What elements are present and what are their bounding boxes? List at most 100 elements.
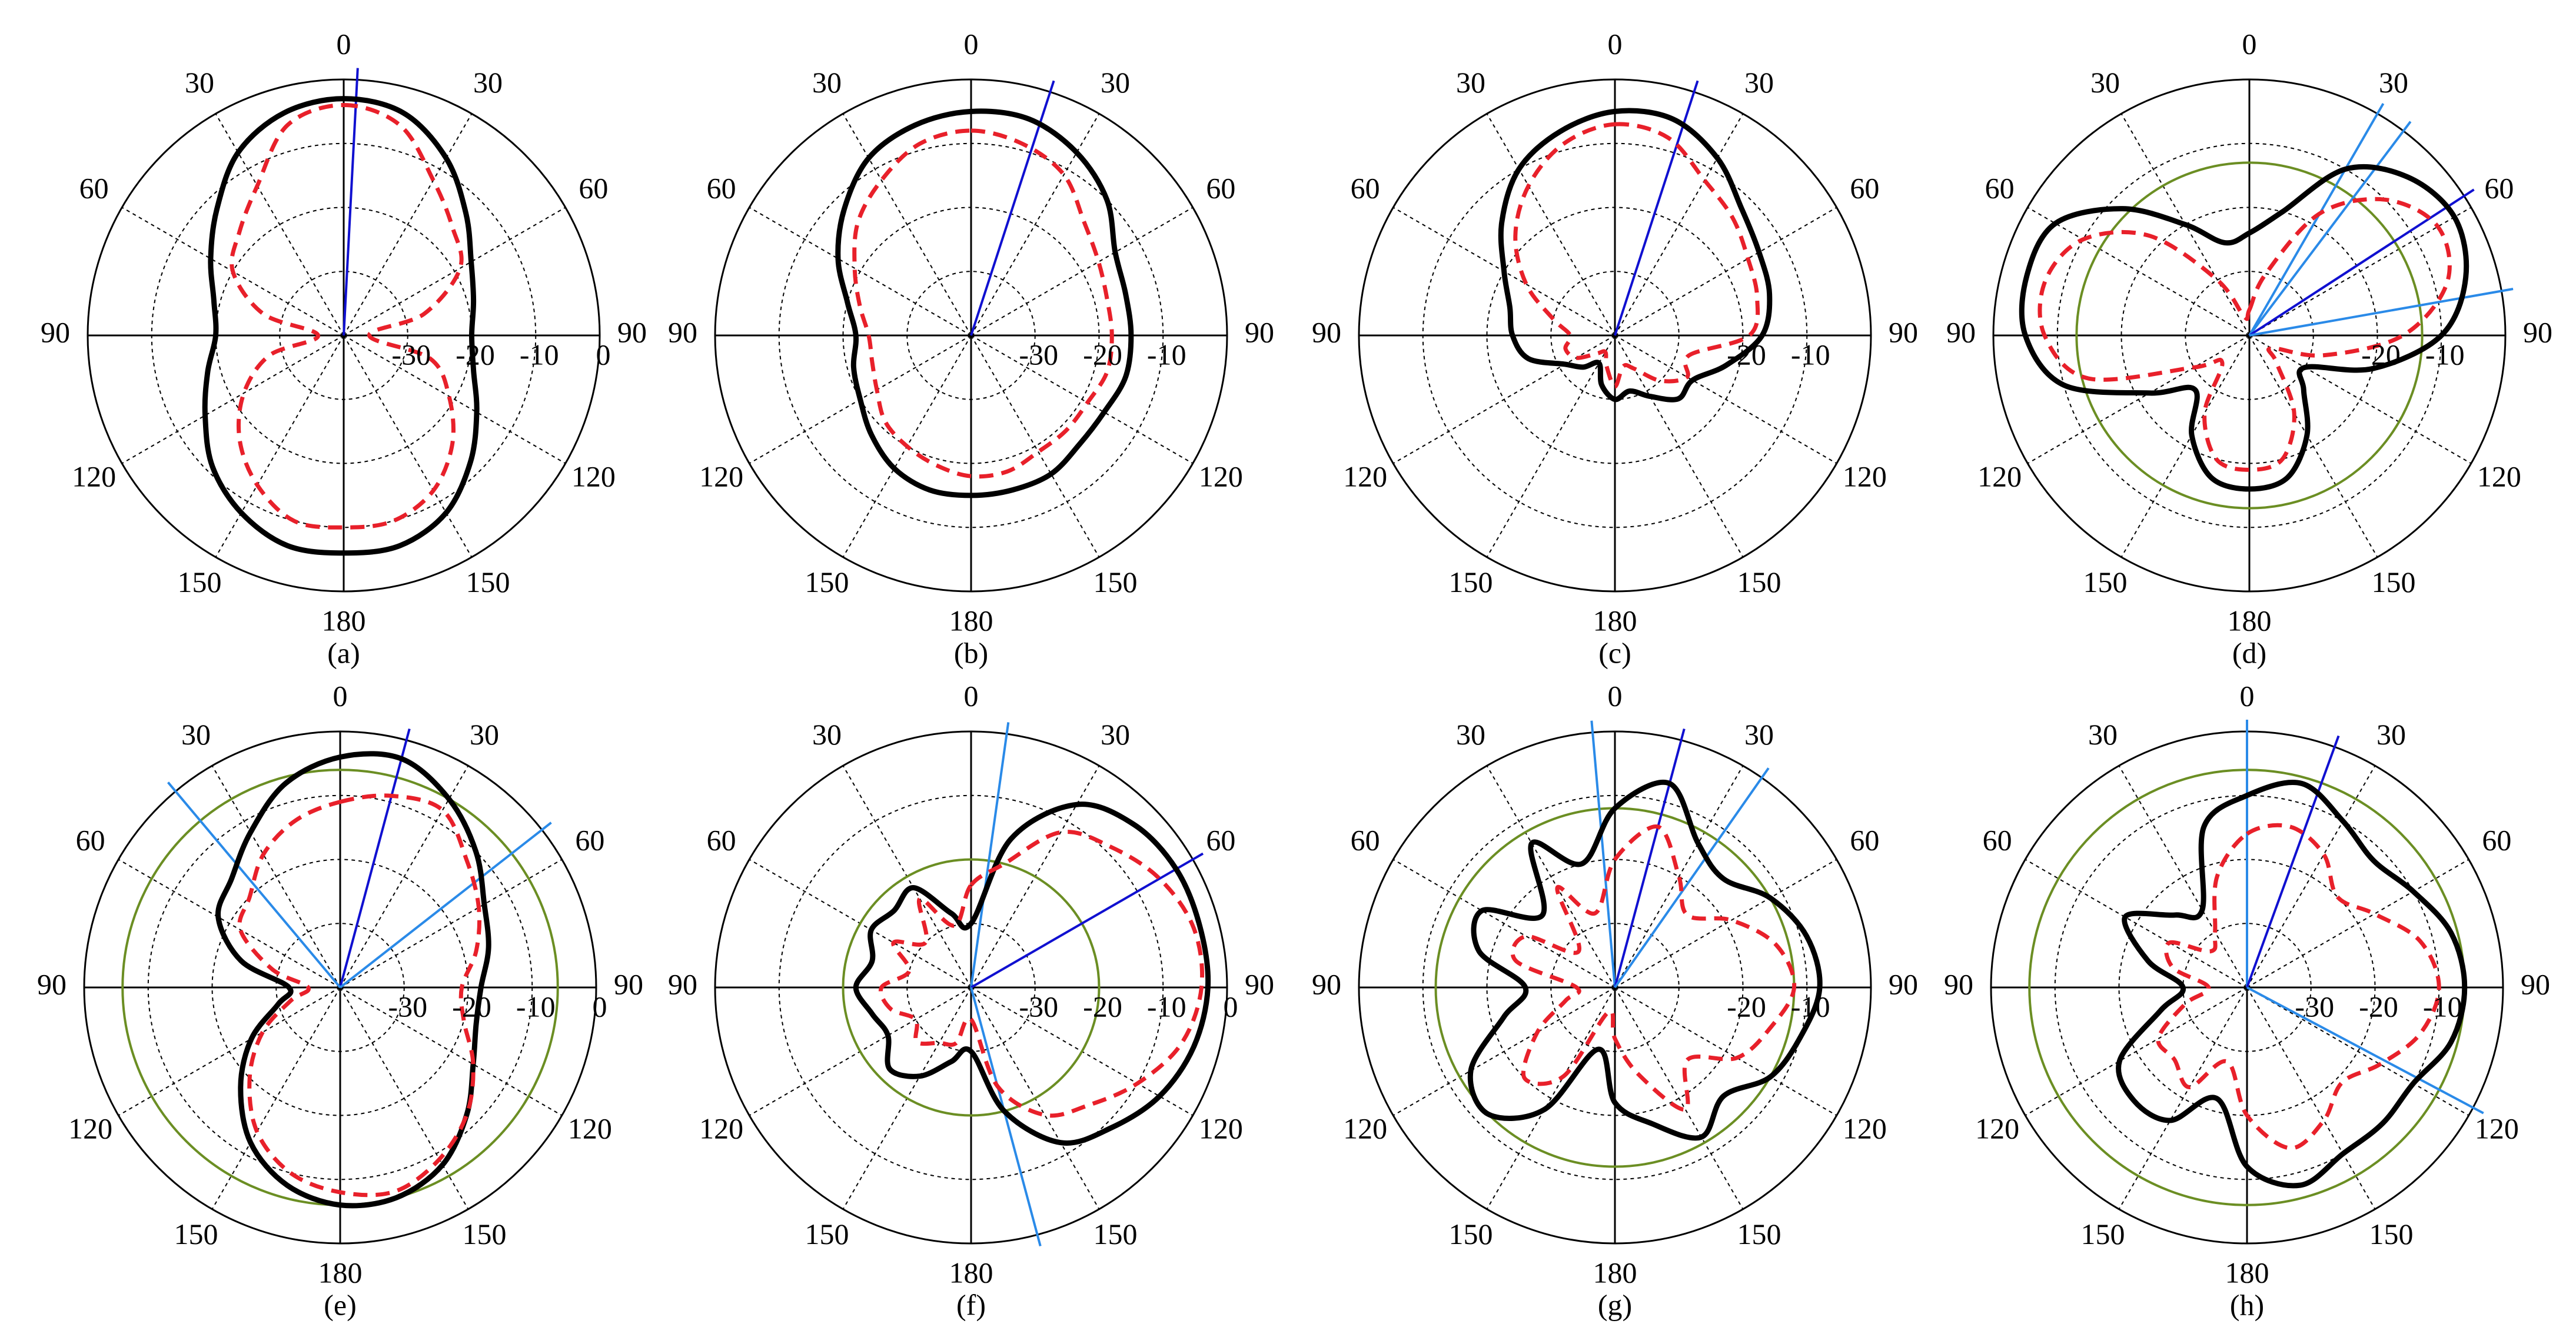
- beam-direction: [1614, 728, 1686, 988]
- caption: (f): [956, 1288, 986, 1321]
- theta-tick-label: 0: [1608, 27, 1623, 60]
- spoke: [970, 335, 1100, 558]
- beam-direction: [2249, 288, 2514, 337]
- theta-tick-label: 60: [2482, 823, 2511, 856]
- theta-tick-label: 30: [2379, 66, 2408, 99]
- spoke: [970, 335, 1194, 464]
- pattern-curve: [2019, 164, 2469, 492]
- pattern-curve: [2116, 780, 2468, 1189]
- theta-tick-label: 150: [463, 1218, 507, 1250]
- r-tick-label: -20: [1083, 338, 1122, 371]
- spoke: [1614, 765, 1744, 988]
- polar-plot: 0 30 60 90 120 150 180 150 120 90 60 30 -30 -20 -10 0 (a…: [41, 27, 647, 669]
- theta-tick-label: 30: [2090, 66, 2120, 99]
- threshold-circle: [842, 858, 1101, 1117]
- beam-direction: [2246, 986, 2484, 1115]
- theta-tick-label: 90: [1944, 967, 1973, 1000]
- theta-tick-label: 30: [1101, 66, 1130, 99]
- theta-tick-label: 120: [1199, 460, 1243, 493]
- pattern-curve: [1467, 780, 1823, 1141]
- r-tick-label: 0: [596, 338, 611, 371]
- caption: (c): [1598, 636, 1631, 669]
- r-tick-label: -30: [391, 338, 431, 371]
- theta-tick-label: 90: [1245, 967, 1274, 1000]
- r-tick-label: -10: [1791, 990, 1830, 1023]
- spoke: [340, 765, 469, 988]
- theta-tick-label: 30: [473, 66, 503, 99]
- theta-tick-label: 30: [1456, 66, 1485, 99]
- spoke: [1614, 207, 1837, 336]
- theta-tick-label: 60: [579, 171, 608, 204]
- spoke: [749, 207, 972, 336]
- theta-tick-label: 90: [617, 315, 647, 348]
- spoke: [1392, 987, 1616, 1116]
- pattern-curve: [215, 751, 491, 1209]
- spoke: [2025, 859, 2248, 988]
- caption: (a): [327, 636, 360, 669]
- theta-tick-label: 0: [2242, 27, 2257, 60]
- theta-tick-label: 120: [1343, 1112, 1387, 1145]
- theta-tick-label: 120: [699, 1112, 743, 1145]
- r-tick-label: -30: [2295, 990, 2334, 1023]
- spoke: [121, 335, 344, 464]
- threshold-circle: [2075, 161, 2424, 510]
- theta-tick-label: 0: [964, 27, 979, 60]
- theta-tick-label: 60: [2484, 171, 2514, 204]
- theta-tick-label: 90: [668, 967, 697, 1000]
- spoke: [1486, 113, 1616, 336]
- spoke: [215, 335, 344, 558]
- theta-tick-label: 0: [964, 679, 979, 712]
- r-tick-label: -20: [2359, 990, 2398, 1023]
- theta-tick-label: 60: [707, 823, 736, 856]
- theta-tick-label: 30: [2376, 718, 2406, 751]
- theta-tick-label: 120: [571, 460, 616, 493]
- beam-direction: [970, 722, 1010, 988]
- theta-tick-label: 30: [1744, 718, 1774, 751]
- r-tick-label: -10: [1147, 990, 1186, 1023]
- theta-tick-label: 60: [79, 171, 109, 204]
- theta-tick-label: 60: [1985, 171, 2015, 204]
- spoke: [1614, 987, 1744, 1210]
- spoke: [1614, 987, 1837, 1116]
- r-tick-label: -20: [1727, 990, 1766, 1023]
- caption: (g): [1598, 1288, 1632, 1321]
- theta-tick-label: 180: [2228, 604, 2272, 637]
- theta-tick-label: 60: [1850, 823, 1879, 856]
- beam-direction: [1590, 720, 1616, 988]
- spoke: [842, 113, 972, 336]
- theta-tick-label: 90: [41, 315, 70, 348]
- spoke: [2246, 987, 2469, 1116]
- theta-tick-label: 90: [1889, 967, 1918, 1000]
- spoke: [343, 207, 566, 336]
- r-tick-label: -10: [520, 338, 559, 371]
- spoke: [970, 113, 1100, 336]
- theta-tick-label: 60: [1351, 823, 1380, 856]
- theta-tick-label: 180: [2225, 1256, 2269, 1289]
- theta-tick-label: 90: [37, 967, 67, 1000]
- theta-tick-label: 30: [1101, 718, 1130, 751]
- theta-tick-label: 120: [2475, 1112, 2519, 1145]
- theta-tick-label: 150: [805, 566, 849, 598]
- theta-tick-label: 150: [2372, 566, 2416, 598]
- theta-tick-label: 120: [699, 460, 743, 493]
- theta-tick-label: 180: [1593, 1256, 1637, 1289]
- spoke: [2118, 765, 2248, 988]
- beam-direction: [970, 852, 1204, 989]
- spoke: [2246, 859, 2469, 988]
- theta-tick-label: 120: [1343, 460, 1387, 493]
- pattern-curve: [1510, 824, 1797, 1112]
- caption: (h): [2230, 1288, 2264, 1321]
- r-tick-label: -10: [516, 990, 556, 1023]
- pattern-curve: [2156, 823, 2441, 1150]
- beam-direction: [339, 728, 411, 988]
- theta-tick-label: 30: [812, 718, 842, 751]
- r-tick-label: -20: [456, 338, 495, 371]
- r-tick-label: -30: [1019, 338, 1058, 371]
- spoke: [1486, 765, 1616, 988]
- pattern-curve: [835, 108, 1134, 498]
- spoke: [2025, 987, 2248, 1116]
- theta-tick-label: 0: [333, 679, 348, 712]
- spoke: [1614, 335, 1837, 464]
- spoke: [2249, 335, 2472, 464]
